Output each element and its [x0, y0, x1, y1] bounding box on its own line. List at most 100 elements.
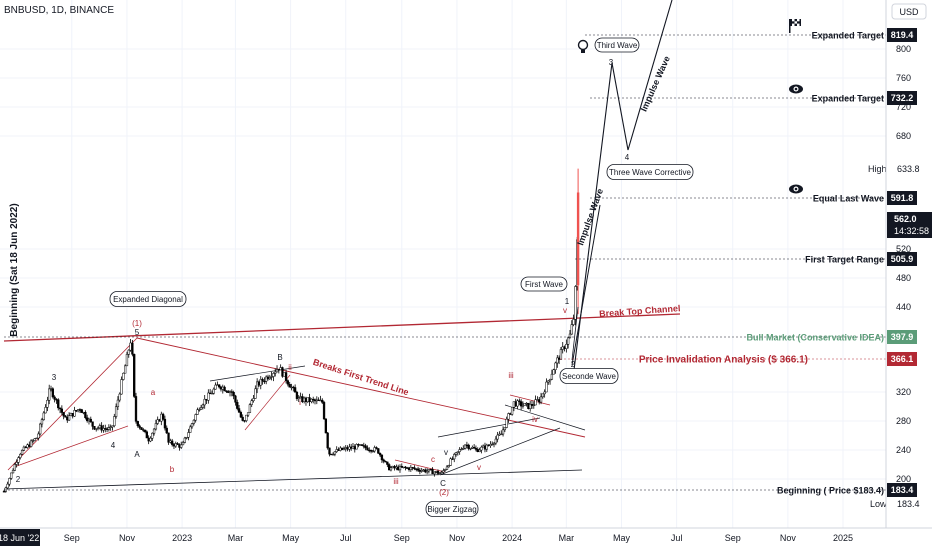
candle — [570, 320, 573, 335]
annotation-box[interactable]: Expanded Diagonal — [109, 291, 187, 307]
candle — [359, 444, 362, 446]
candle — [491, 441, 494, 446]
price-level[interactable]: Bull Market (Conservative IDEA) 397.9 — [4, 330, 917, 344]
candle — [369, 449, 373, 454]
candle — [31, 439, 35, 444]
candle — [375, 446, 378, 450]
candle — [565, 339, 568, 353]
price-level[interactable]: First Target Range 505.9 — [575, 252, 917, 266]
candle — [453, 452, 456, 463]
candle-body — [274, 371, 277, 374]
candle-body — [136, 421, 139, 427]
candle-body — [152, 428, 156, 434]
candle-body — [340, 447, 344, 450]
symbol-title[interactable]: BNBUSD, 1D, BINANCE — [4, 5, 114, 16]
candle — [250, 398, 253, 408]
candle-body — [306, 397, 309, 402]
last-price-value: 562.0 — [894, 214, 917, 224]
flag-icon — [789, 19, 801, 33]
candle-body — [223, 386, 226, 392]
candle — [382, 458, 385, 464]
annotation-box-frame — [594, 37, 640, 53]
trend-line — [394, 459, 446, 473]
low-label: Low — [870, 499, 887, 509]
candle — [420, 467, 423, 473]
trend-line — [504, 404, 586, 431]
candle-body — [471, 447, 474, 449]
annotation-box[interactable]: Three Wave Corrective — [606, 164, 694, 180]
candle — [342, 446, 346, 451]
candle-body — [93, 426, 96, 430]
candle-body — [270, 376, 273, 378]
candle-body — [78, 409, 82, 411]
level-price-value: 505.9 — [891, 254, 914, 264]
candle-body — [28, 444, 31, 447]
candle-body — [335, 449, 338, 452]
price-level[interactable]: Price Invalidation Analysis ($ 366.1) 366… — [560, 352, 917, 366]
candle-body — [138, 425, 141, 428]
price-level[interactable]: Expanded Target 732.2 — [590, 91, 917, 105]
wave-mark: ii — [288, 363, 292, 372]
candle — [377, 448, 380, 454]
grid — [0, 0, 886, 528]
candle-body — [342, 448, 346, 450]
candle-body — [536, 399, 539, 401]
candle-body — [227, 391, 230, 393]
candle-body — [189, 426, 192, 433]
candle-body — [322, 402, 326, 420]
price-axis[interactable]: 200 240 280 320 440 480 520 680 720 760 800 — [896, 44, 911, 484]
candle — [239, 410, 243, 419]
candle — [6, 481, 9, 490]
candle-body — [489, 444, 492, 447]
candle — [503, 427, 507, 433]
candle-body — [71, 413, 74, 417]
candle — [378, 452, 382, 457]
annotation-box[interactable]: First Wave — [520, 276, 568, 292]
candle — [15, 459, 18, 468]
candle-body — [127, 349, 130, 355]
annotation-box[interactable]: Bigger Zigzag — [425, 501, 479, 517]
candle — [53, 395, 56, 403]
annotation-box[interactable]: Third Wave — [594, 37, 640, 53]
candle-body — [565, 344, 568, 349]
candle-body — [167, 432, 170, 443]
candle — [22, 445, 26, 452]
candle — [246, 412, 250, 418]
candle-body — [33, 438, 36, 441]
candle — [149, 436, 152, 443]
candle-body — [196, 409, 199, 415]
time-tick-label: 2024 — [502, 533, 522, 543]
candle-body — [420, 470, 423, 472]
candle — [140, 427, 143, 430]
candle — [398, 464, 402, 473]
candle-body — [243, 420, 246, 422]
candle — [40, 417, 44, 428]
time-axis[interactable]: 18 Jun '22 Sep Nov 2023 Mar May Jul Sep Nov 2024 M… — [0, 529, 853, 546]
price-tick-label: 520 — [896, 244, 911, 254]
candle-body — [359, 444, 362, 446]
candle — [545, 378, 548, 393]
candle-body — [391, 466, 394, 469]
candle — [340, 447, 344, 451]
candle-body — [387, 464, 391, 471]
candle — [190, 422, 194, 429]
candle — [454, 452, 458, 457]
candle-body — [319, 399, 322, 402]
price-level[interactable]: Expanded Target 819.4 — [585, 28, 917, 42]
candle-body — [116, 399, 120, 408]
candle-body — [284, 372, 288, 381]
candle — [189, 424, 192, 433]
candle — [125, 351, 129, 367]
candle-body — [368, 449, 371, 452]
candle-body — [346, 447, 349, 450]
currency-button[interactable] — [891, 3, 927, 20]
candle-body — [348, 446, 351, 450]
candle-body — [225, 390, 228, 392]
candle-body — [518, 400, 521, 402]
currency-label[interactable]: USD — [899, 7, 919, 17]
annotation-box[interactable]: Seconde Wave — [559, 368, 619, 384]
price-level[interactable]: Beginning ( Price $183.4) 183.4 — [4, 483, 917, 497]
candle-body — [190, 423, 194, 428]
candle — [37, 431, 40, 441]
price-level[interactable]: Equal Last Wave 591.8 — [590, 191, 917, 205]
